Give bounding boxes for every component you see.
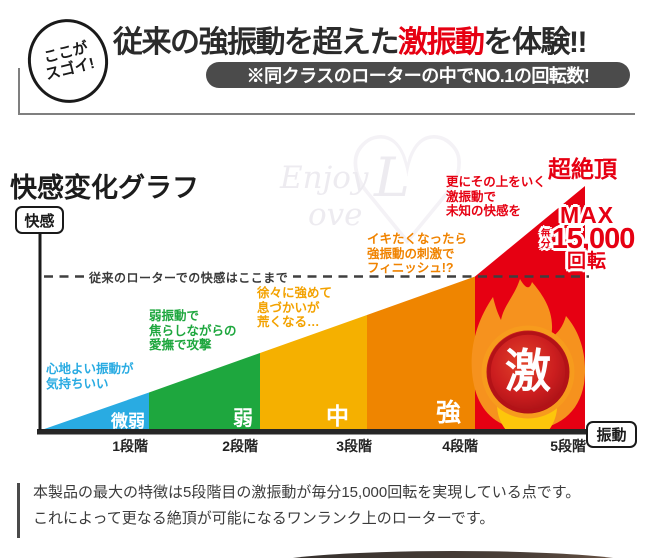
y-axis-label: 快感 xyxy=(24,212,55,230)
max-rotation-block: MAX 毎分 15,000 回転 xyxy=(534,204,640,272)
annotation-line: 更にその上をいく xyxy=(446,175,546,189)
geki-badge-circle xyxy=(481,325,575,419)
annotation-stage-4: イキたくなったら 強振動の刺激で フィニッシュ!? xyxy=(367,232,467,276)
watermark-heart-icon: ♡ xyxy=(340,106,475,280)
annotation-line: 弱振動で xyxy=(149,309,200,323)
wedge-stage-3 xyxy=(260,315,367,431)
y-axis-line xyxy=(38,229,42,430)
stage-2-strength-label: 弱 xyxy=(233,408,253,430)
threshold-label: 従来のローターでの快感はここまで xyxy=(84,269,294,286)
annotation-line: 荒くなる… xyxy=(257,315,320,329)
wedge-stage-1 xyxy=(40,392,149,431)
stage-1-strength-label: 微弱 xyxy=(111,412,145,431)
headline-part1: 従来の強振動を超えた xyxy=(113,26,400,59)
footer-description: 本製品の最大の特徴は5段階目の激振動が毎分15,000回転を実現している点です。… xyxy=(33,480,580,532)
super-climax-label: 超絶頂 xyxy=(548,156,617,182)
stage-5-geki-label: 激 xyxy=(505,345,551,397)
annotation-line: 焦らしながらの xyxy=(149,323,237,338)
x-axis-label-box: 振動 xyxy=(586,421,637,448)
annotation-line: 息づかいが xyxy=(257,300,320,315)
wedge-stage-2 xyxy=(149,353,260,431)
annotation-stage-5: 更にその上をいく 激振動で 未知の快感を xyxy=(446,175,546,219)
annotation-line: 愛撫で攻撃 xyxy=(149,338,212,352)
max-value: 15,000 xyxy=(551,223,636,255)
x-tick-step-2: 2段階 xyxy=(222,438,258,454)
x-axis-label: 振動 xyxy=(596,427,627,444)
watermark-text-l: L xyxy=(374,146,410,209)
footer-line1: 本製品の最大の特徴は5段階目の激振動が毎分15,000回転を実現している点です。 xyxy=(33,484,581,501)
annotation-stage-3: 徐々に強めて 息づかいが 荒くなる… xyxy=(257,286,332,330)
product-image-top-edge xyxy=(268,551,638,558)
headline-part2: を体験!! xyxy=(483,26,588,59)
stage-3-strength-label: 中 xyxy=(326,403,349,429)
annotation-stage-1: 心地よい振動が 気持ちいい xyxy=(46,362,134,391)
x-tick-step-1: 1段階 xyxy=(112,438,148,454)
annotation-line: 心地よい振動が xyxy=(46,362,134,376)
annotation-line: 気持ちいい xyxy=(46,376,109,391)
max-prefix: 毎分 xyxy=(540,228,551,250)
annotation-stage-2: 弱振動で 焦らしながらの 愛撫で攻撃 xyxy=(149,309,237,353)
wedge-stage-4 xyxy=(367,276,475,431)
max-unit: 回転 xyxy=(566,251,607,272)
annotation-line: フィニッシュ!? xyxy=(367,261,454,275)
annotation-line: 強振動の刺激で xyxy=(367,246,455,261)
annotation-line: 徐々に強めて xyxy=(257,286,333,300)
subheadline-text: ※同クラスのローターの中でNO.1の回転数! xyxy=(246,66,590,86)
x-tick-step-5: 5段階 xyxy=(550,438,586,454)
footer-line2: これによって更なる絶頂が可能になるワンランク上のローターです。 xyxy=(33,510,495,527)
watermark-text-enjoy: Enjoy xyxy=(280,160,369,196)
headline-highlight: 激振動 xyxy=(398,26,485,59)
subheadline-pill: ※同クラスのローターの中でNO.1の回転数! xyxy=(206,62,630,88)
annotation-line: 未知の快感を xyxy=(446,204,522,218)
x-axis-line xyxy=(37,429,590,435)
header-frame-bottom-line xyxy=(18,113,635,115)
chart-title: 快感変化グラフ xyxy=(10,173,199,203)
max-label: MAX xyxy=(559,202,615,228)
footer-quote-bar xyxy=(17,483,20,538)
x-tick-step-3: 3段階 xyxy=(336,438,372,454)
header-frame-left-line xyxy=(18,68,20,114)
main-headline: 従来の強振動を超えた激振動を体験!! xyxy=(113,17,588,61)
stage-4-strength-label: 強 xyxy=(436,399,462,427)
annotation-line: イキたくなったら xyxy=(367,232,468,246)
geki-badge-inner-ring xyxy=(487,331,569,413)
watermark-text-ove: ove xyxy=(308,197,363,233)
annotation-line: 激振動で xyxy=(446,189,497,204)
y-axis-label-box: 快感 xyxy=(15,206,64,234)
x-tick-step-4: 4段階 xyxy=(442,438,478,454)
